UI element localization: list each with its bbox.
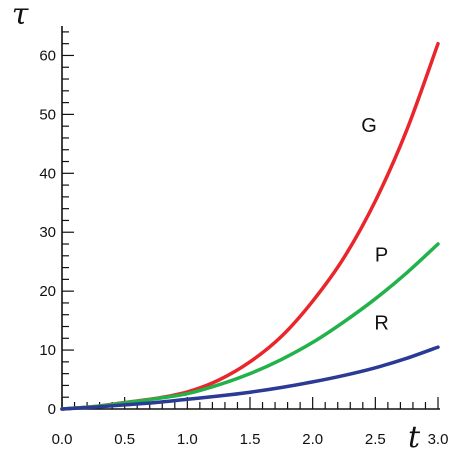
- y-tick-label: 60: [39, 47, 56, 64]
- x-tick-label: 0.0: [52, 431, 73, 448]
- series-label-g: G: [361, 115, 377, 137]
- y-tick-label: 40: [39, 165, 56, 182]
- axes: [61, 26, 440, 410]
- y-tick-label: 20: [39, 283, 56, 300]
- y-tick-label: 50: [39, 106, 56, 123]
- series-label-p: P: [375, 245, 388, 267]
- x-axis-label: t: [408, 420, 421, 455]
- y-tick-label: 10: [39, 342, 56, 359]
- x-tick-label: 1.0: [177, 431, 198, 448]
- x-tick-label: 0.5: [114, 431, 135, 448]
- y-axis-label: τ: [12, 0, 29, 32]
- series-group: [60, 41, 440, 411]
- x-tick-label: 2.0: [302, 431, 323, 448]
- x-tick-label: 1.5: [240, 431, 261, 448]
- series-line-r: [60, 345, 440, 411]
- y-tick-label: 30: [39, 224, 56, 241]
- y-tick-label: 0: [48, 401, 56, 418]
- x-tick-label: 3.0: [428, 431, 449, 448]
- series-line-g: [60, 41, 440, 411]
- series-line-p: [60, 242, 440, 411]
- series-label-r: R: [374, 312, 388, 334]
- labels: 0 10 20 30 40 50 60 0.0 0.5 1.0 1.5 2.0 2.5 3.0 τ t G P R: [12, 0, 449, 455]
- x-tick-label: 2.5: [365, 431, 386, 448]
